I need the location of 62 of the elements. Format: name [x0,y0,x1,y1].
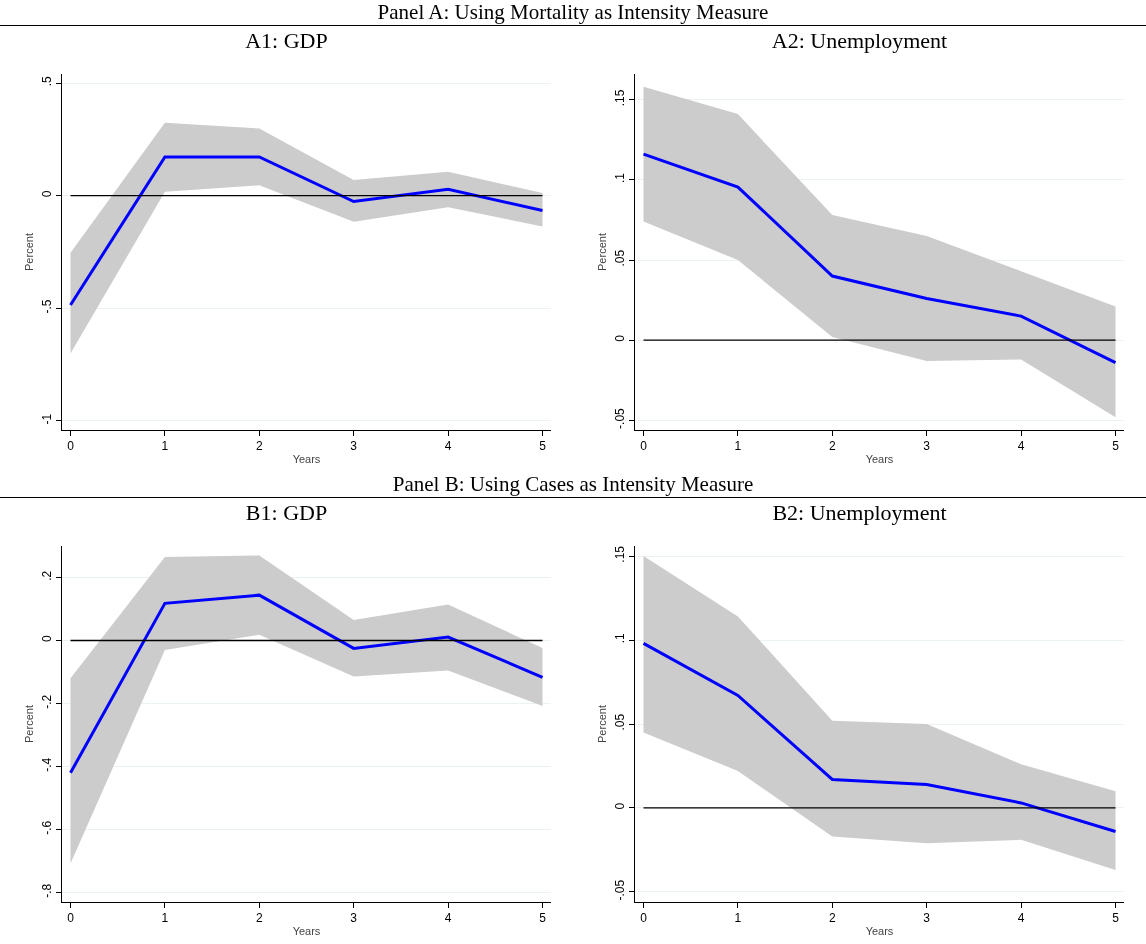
chart-title: B2: Unemployment [772,500,947,526]
x-tick-label: 1 [161,439,169,454]
x-tick-label: 3 [923,439,931,454]
x-tick-label: 3 [350,911,358,926]
x-tick-label: 1 [734,911,742,926]
y-axis-title: Percent [595,233,608,271]
x-tick-label: 4 [1017,911,1025,926]
y-tick-label: -.4 [40,757,55,772]
x-tick-label: 4 [444,911,452,926]
x-tick-label: 5 [539,439,547,454]
y-tick-label: .15 [613,545,628,563]
y-tick-label: -.6 [40,820,55,835]
y-tick-label: .2 [40,570,55,581]
y-tick-label: .1 [613,172,628,184]
x-tick-label: 0 [640,911,648,926]
x-tick-label: 0 [640,439,648,454]
y-tick-label: .15 [613,89,628,107]
y-tick-label: 0 [40,635,55,643]
x-tick-label: 5 [539,911,547,926]
x-tick-label: 2 [828,911,836,926]
chart-title: A1: GDP [245,28,328,54]
x-tick-label: 5 [1112,911,1120,926]
y-tick-label: .1 [613,632,628,644]
x-axis-title: Years [865,924,894,937]
y-tick-label: -.5 [40,299,55,314]
x-tick-label: 2 [828,439,836,454]
x-tick-label: 3 [923,911,931,926]
x-tick-label: 1 [161,911,169,926]
y-tick-label: .5 [40,75,55,87]
text: Panel A: Using Mortality as Intensity Measure [0,0,1146,26]
x-axis-title: Years [865,452,894,465]
line-series [69,155,544,307]
y-tick-label: -1 [40,413,55,425]
y-tick-label: 0 [613,802,628,810]
y-tick-label: -.8 [40,883,55,898]
x-tick-label: 4 [1017,439,1025,454]
x-tick-label: 5 [1112,439,1120,454]
x-tick-label: 3 [350,439,358,454]
y-axis-title: Percent [22,233,35,271]
y-tick-label: 0 [40,190,55,198]
y-tick-label: .05 [613,713,628,731]
x-tick-label: 4 [444,439,452,454]
line-series [69,593,544,775]
chart-title: B1: GDP [245,500,328,526]
chart-title: A2: Unemployment [771,28,948,54]
x-tick-label: 2 [255,439,263,454]
y-tick-label: -.05 [613,879,628,901]
y-tick-label: -.2 [40,694,55,709]
x-tick-label: 0 [67,439,75,454]
x-tick-label: 2 [255,911,263,926]
y-tick-label: 0 [613,334,628,342]
x-axis-title: Years [292,924,321,937]
text: Panel B: Using Cases as Intensity Measure [0,472,1146,498]
x-tick-label: 0 [67,911,75,926]
y-tick-label: -.05 [613,407,628,429]
x-tick-label: 1 [734,439,742,454]
y-axis-title: Percent [595,705,608,743]
x-axis-title: Years [292,452,321,465]
line-series [642,152,1117,365]
y-tick-label: .05 [613,249,628,267]
y-axis-title: Percent [22,705,35,743]
line-series [642,641,1117,833]
